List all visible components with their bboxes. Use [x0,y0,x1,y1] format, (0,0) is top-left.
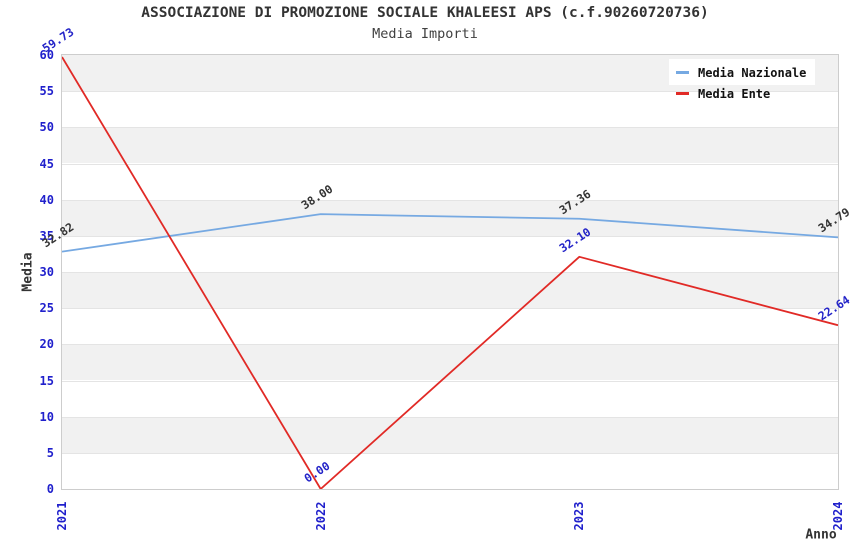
plot-band [62,163,838,200]
plot-area [61,54,839,490]
legend-label: Media Ente [698,86,771,101]
gridline [62,200,838,201]
y-tick-label: 5 [46,445,54,460]
legend-background [669,59,815,85]
legend-item: Media Ente [676,83,806,104]
gridline [62,381,838,382]
gridline [62,127,838,128]
x-tick-label: 2021 [55,501,69,531]
plot-band [62,235,838,272]
plot-band [62,91,838,128]
plot-band [62,452,838,489]
legend-swatch [676,92,689,95]
y-tick-label: 50 [39,120,54,135]
legend-label: Media Nazionale [698,65,807,80]
legend: Media Nazionale Media Ente [676,62,806,104]
plot-band [62,416,838,453]
y-tick-label: 10 [39,409,54,424]
gridline [62,272,838,273]
plot-band [62,127,838,164]
series-line-media-nazionale [62,213,838,253]
gridline [62,344,838,345]
legend-swatch [676,71,689,74]
y-tick-label: 35 [39,228,54,243]
plot-band [62,199,838,236]
gridline [62,91,838,92]
gridline [62,308,838,309]
x-tick-label: 2024 [831,501,845,531]
y-tick-label: 20 [39,337,54,352]
plot-band [62,344,838,381]
x-tick-label: 2022 [313,501,328,531]
x-axis-title: Anno [805,527,837,543]
gridline [62,236,838,237]
y-tick-label: 25 [39,301,54,316]
gridline [62,453,838,454]
chart-subtitle: Media Importi [372,26,478,42]
y-tick-label: 60 [39,48,54,62]
chart-title: ASSOCIAZIONE DI PROMOZIONE SOCIALE KHALE… [141,5,709,21]
gridline [62,417,838,418]
series-line-media-ente [62,56,838,489]
x-tick-label: 2023 [572,501,587,531]
y-tick-label: 55 [39,84,54,99]
plot-band [62,308,838,345]
legend-item: Media Nazionale [676,62,806,83]
series-lines-svg [62,56,838,489]
y-axis-title: Media [20,252,36,292]
y-tick-label: 0 [46,482,54,496]
plot-band [62,380,838,417]
gridline [62,164,838,165]
plot-band [62,272,838,309]
y-tick-label: 40 [39,192,54,207]
y-tick-label: 30 [39,265,54,279]
y-tick-label: 15 [39,373,54,388]
y-tick-label: 45 [39,156,54,171]
